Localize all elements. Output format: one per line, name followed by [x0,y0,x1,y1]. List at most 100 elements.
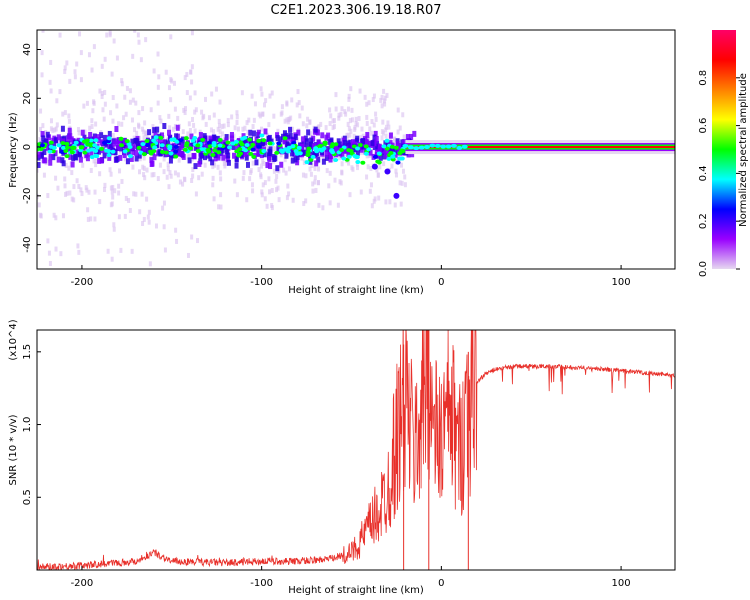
heatmap-cell [343,151,347,157]
chart-title: C2E1.2023.306.19.18.R07 [270,3,441,18]
heatmap-cell [90,118,94,124]
heatmap-cell [288,116,292,122]
heatmap-cell [353,150,357,156]
heatmap-cell [173,144,179,149]
heatmap-cell [37,193,39,199]
heatmap-cell [123,213,127,219]
heatmap-cell [272,168,276,174]
heatmap-cell [112,226,116,232]
heatmap-cell [341,156,347,161]
heatmap-cell [134,100,138,106]
heatmap-cell [202,113,206,119]
heatmap-cell [37,143,40,150]
heatmap-cell [216,150,222,155]
heatmap-cell [371,163,378,170]
heatmap-cell [283,118,287,124]
heatmap-cell [67,127,72,134]
heatmap-cell [246,129,250,135]
heatmap-cell [191,173,195,179]
heatmap-cell [314,160,319,167]
heatmap-cell [321,146,327,151]
heatmap-cell [226,117,230,123]
heatmap-cell [111,132,115,138]
heatmap-cell [440,144,447,149]
heatmap-cell [376,151,382,156]
heatmap-cell [396,129,400,135]
heatmap-cell [370,203,374,209]
heatmap-cell [112,140,117,147]
heatmap-cell [94,162,98,168]
heatmap-cell [290,150,295,157]
heatmap-cell [123,94,127,100]
heatmap-cell [276,145,281,152]
heatmap-cell [77,140,82,147]
heatmap-cell [254,159,259,166]
heatmap-cell [71,145,77,150]
heatmap-cell [257,167,261,173]
heatmap-cell [189,133,194,140]
heatmap-cell [172,80,176,86]
heatmap-cell [308,166,312,172]
heatmap-cell [70,170,74,176]
heatmap-cell [131,164,135,170]
heatmap-cell [396,107,400,113]
heatmap-cell [151,131,155,137]
heatmap-cell [103,89,107,95]
line-core [405,146,675,149]
heatmap-cell [399,201,403,207]
heatmap-cell [90,123,94,129]
heatmap-cell [272,145,276,151]
heatmap-cell [330,150,336,155]
heatmap-cell [354,121,358,127]
heatmap-cell [277,197,281,203]
heatmap-cell [407,145,414,150]
heatmap-cell [65,60,69,66]
heatmap-cell [195,148,201,153]
heatmap-cell [297,151,303,156]
heatmap-cell [181,153,186,160]
heatmap-cell [147,209,151,215]
heatmap-cell [119,143,125,148]
heatmap-cell [83,129,87,135]
heatmap-cell [245,161,250,168]
heatmap-cell [128,207,132,213]
heatmap-cell [286,146,292,151]
heatmap-cell [384,199,388,205]
heatmap-cell [153,135,159,140]
heatmap-cell [399,148,405,153]
heatmap-cell [41,135,46,142]
heatmap-cell [301,172,305,178]
heatmap-cell [292,150,297,157]
heatmap-cell [293,134,298,141]
heatmap-cell [63,110,67,116]
heatmap-cell [40,50,44,56]
heatmap-cell [248,176,252,182]
heatmap-cell [113,188,117,194]
heatmap-cell [67,146,72,153]
heatmap-cell [56,134,61,141]
heatmap-cell [349,128,353,134]
heatmap-cell [386,120,390,126]
heatmap-cell [229,135,234,142]
heatmap-cell [324,150,329,157]
heatmap-cell [384,127,388,133]
heatmap-cell [198,132,203,139]
heatmap-cell [296,145,302,150]
heatmap-cell [143,175,147,181]
heatmap-cell [142,172,146,178]
y-tick-label: 20 [22,92,33,105]
heatmap-cell [376,160,382,165]
heatmap-cell [51,127,55,133]
heatmap-cell [368,188,372,194]
heatmap-cell [331,125,335,131]
heatmap-cell [231,144,236,151]
heatmap-cell [370,130,374,136]
heatmap-cell [115,145,120,152]
heatmap-cell [73,140,79,145]
heatmap-cell [144,130,148,136]
heatmap-cell [380,135,384,141]
heatmap-cell [309,131,313,137]
heatmap-cell [124,195,128,201]
heatmap-cell [92,99,96,105]
